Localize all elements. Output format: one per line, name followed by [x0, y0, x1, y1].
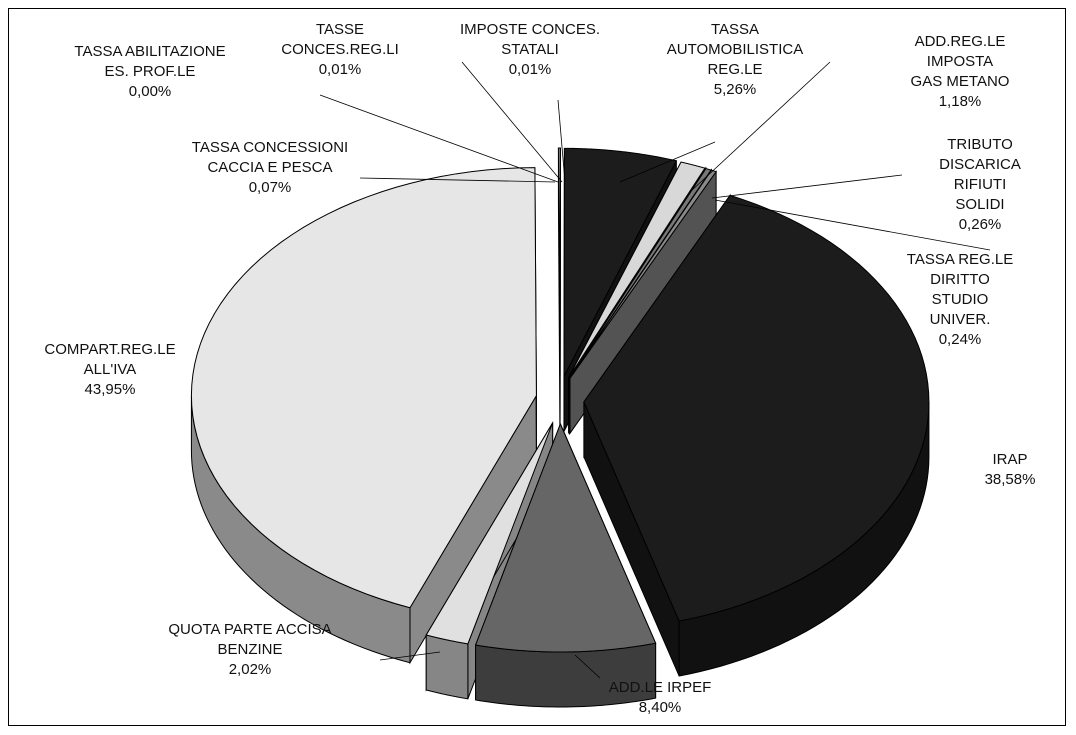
slice: [557, 147, 561, 377]
slice: [190, 167, 537, 609]
slice: [474, 422, 657, 653]
value-label: 8,40%: [638, 699, 682, 716]
value-label: 2,02%: [228, 661, 272, 678]
slice-label: QUOTA PARTE ACCISA BENZINE 2,02%: [168, 620, 331, 680]
category-label: TASSA CONCESSIONI CACCIA E PESCA: [191, 139, 349, 176]
slice: [563, 147, 678, 377]
leader-line: [319, 94, 559, 183]
category-label: TRIBUTO DISCARICA RIFIUTI SOLIDI: [939, 136, 1021, 213]
slice: [569, 167, 712, 379]
leader-line: [619, 141, 716, 183]
leader-line: [359, 177, 556, 183]
category-label: QUOTA PARTE ACCISA BENZINE: [168, 621, 332, 658]
slice-label: COMPART.REG.LE ALL'IVA 43,95%: [44, 340, 175, 400]
category-label: TASSA AUTOMOBILISTICA REG.LE: [666, 21, 804, 78]
leader-line: [714, 199, 991, 251]
value-label: 1,18%: [938, 93, 982, 110]
chart-frame: [8, 8, 1066, 726]
slice-label: IRAP 38,58%: [985, 450, 1036, 490]
value-label: 0,01%: [508, 61, 552, 78]
category-label: TASSA ABILITAZIONE ES. PROF.LE: [74, 43, 226, 80]
slice: [425, 422, 554, 645]
leader-line: [557, 99, 566, 183]
value-label: 0,01%: [318, 61, 362, 78]
value-label: 0,07%: [248, 179, 292, 196]
slice-label: IMPOSTE CONCES. STATALI 0,01%: [460, 20, 600, 80]
leader-line: [379, 651, 441, 661]
leader-line: [574, 654, 601, 679]
value-label: 0,00%: [128, 83, 172, 100]
category-label: COMPART.REG.LE ALL'IVA: [44, 341, 176, 378]
slice-label: TASSA AUTOMOBILISTICA REG.LE 5,26%: [667, 20, 803, 100]
value-label: 5,26%: [713, 81, 757, 98]
category-label: TASSE CONCES.REG.LI: [281, 21, 399, 58]
slice-label: TASSA ABILITAZIONE ES. PROF.LE 0,00%: [74, 42, 225, 102]
slice-label: ADD.LE IRPEF 8,40%: [609, 678, 712, 718]
slice-label: TRIBUTO DISCARICA RIFIUTI SOLIDI 0,26%: [932, 135, 1028, 235]
slice-side: [425, 634, 469, 700]
value-label: 43,95%: [84, 381, 136, 398]
slice: [569, 169, 717, 379]
slice-label: ADD.REG.LE IMPOSTA GAS METANO 1,18%: [902, 32, 1018, 112]
category-label: IRAP: [992, 451, 1028, 468]
leader-line: [711, 174, 903, 199]
slice: [583, 194, 930, 622]
leader-line: [689, 61, 831, 193]
value-label: 0,26%: [958, 216, 1002, 233]
category-label: TASSA REG.LE DIRITTO STUDIO UNIVER.: [906, 251, 1014, 328]
slice-label: TASSE CONCES.REG.LI 0,01%: [281, 20, 399, 80]
leader-line: [461, 61, 563, 183]
category-label: ADD.LE IRPEF: [608, 679, 712, 696]
slice: [568, 161, 706, 378]
slice-label: TASSA REG.LE DIRITTO STUDIO UNIVER. 0,24%: [902, 250, 1018, 350]
value-label: 38,58%: [984, 471, 1036, 488]
slice-label: TASSA CONCESSIONI CACCIA E PESCA 0,07%: [192, 138, 348, 198]
value-label: 0,24%: [938, 331, 982, 348]
category-label: ADD.REG.LE IMPOSTA GAS METANO: [910, 33, 1010, 90]
category-label: IMPOSTE CONCES. STATALI: [459, 21, 601, 58]
